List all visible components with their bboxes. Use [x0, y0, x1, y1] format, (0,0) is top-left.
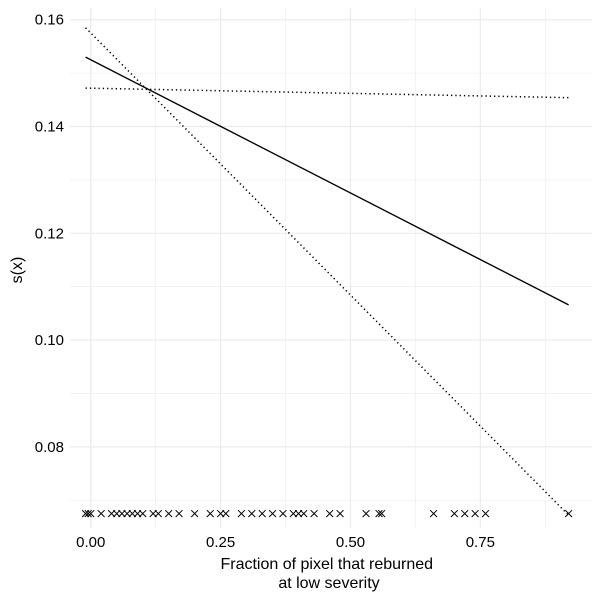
rug-mark: [268, 509, 277, 518]
rug-mark: [377, 509, 386, 518]
y-axis-label: s(x): [9, 257, 26, 284]
rug-mark: [190, 509, 199, 518]
rug-mark: [375, 509, 383, 518]
rug-mark: [154, 509, 163, 518]
series-lines: [85, 27, 570, 516]
rug-mark: [84, 509, 92, 518]
rug-mark: [87, 509, 95, 518]
rug-mark: [279, 509, 287, 518]
x-tick-label: 0.00: [76, 534, 105, 551]
rug-mark: [310, 509, 318, 518]
x-axis-label: Fraction of pixel that reburned at low s…: [220, 556, 437, 592]
rug-mark: [325, 509, 334, 518]
rug-mark: [460, 509, 469, 518]
x-axis-label-line-2: at low severity: [278, 575, 379, 592]
y-tick-label: 0.12: [35, 225, 64, 242]
x-tick-label: 0.25: [206, 534, 235, 551]
rug-mark: [471, 509, 479, 518]
rug-mark: [97, 509, 105, 518]
rug-mark: [206, 509, 214, 518]
y-tick-label: 0.14: [35, 119, 64, 136]
rug-mark: [481, 509, 490, 518]
rug-mark: [299, 509, 308, 518]
rug-mark: [164, 509, 173, 518]
rug-mark: [138, 509, 147, 518]
rug-mark: [175, 509, 183, 518]
x-axis-label-line-1: Fraction of pixel that reburned: [220, 556, 433, 573]
rug-mark: [336, 509, 344, 518]
rug-mark: [222, 509, 230, 518]
rug-marks: [81, 509, 573, 518]
y-tick-label: 0.10: [35, 332, 64, 349]
rug-mark: [237, 509, 246, 518]
grid-lines: [70, 8, 592, 528]
y-tick-label: 0.08: [35, 439, 64, 456]
rug-mark: [248, 509, 256, 518]
fit-line-dotted-1: [85, 87, 569, 99]
y-tick-labels: 0.08 0.10 0.12 0.14 0.16: [35, 12, 64, 456]
rug-mark: [429, 509, 438, 518]
x-tick-label: 0.75: [466, 534, 495, 551]
x-tick-label: 0.50: [336, 534, 365, 551]
rug-mark: [450, 509, 459, 518]
rug-mark: [564, 509, 573, 518]
x-tick-labels: 0.00 0.25 0.50 0.75: [76, 534, 495, 551]
fit-line-dotted-2: [85, 27, 570, 516]
fit-line-solid: [85, 56, 569, 306]
rug-mark: [258, 509, 266, 518]
y-tick-label: 0.16: [35, 12, 64, 29]
rug-mark: [362, 509, 370, 518]
